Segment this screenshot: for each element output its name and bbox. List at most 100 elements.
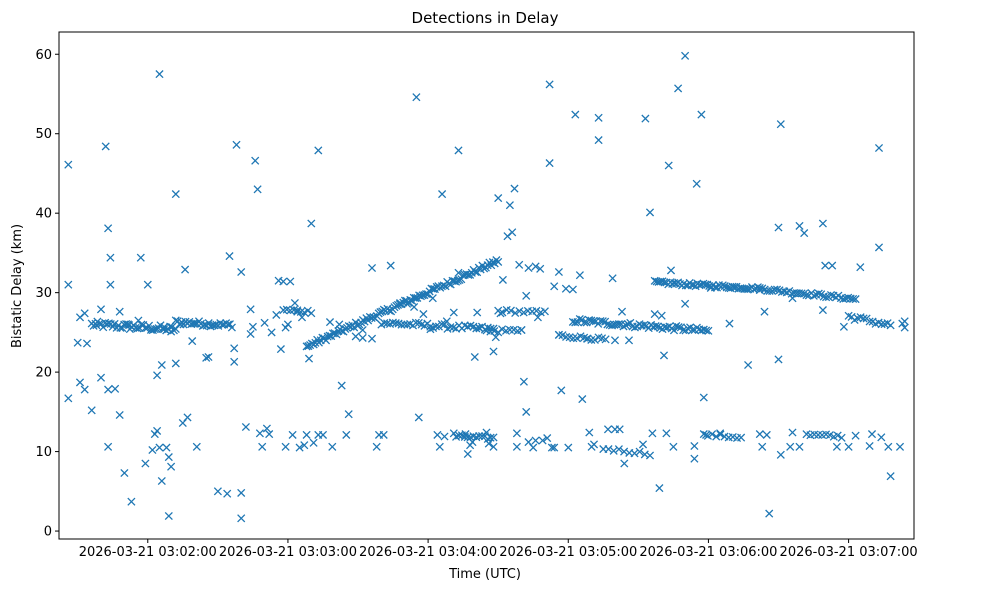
data-point bbox=[225, 252, 234, 261]
data-point bbox=[246, 329, 255, 339]
data-point bbox=[814, 289, 823, 298]
data-point bbox=[438, 190, 447, 199]
data-point bbox=[895, 442, 905, 451]
y-tick-label: 20 bbox=[35, 366, 52, 381]
data-point bbox=[884, 442, 893, 451]
data-point bbox=[80, 309, 89, 318]
data-point bbox=[774, 355, 783, 364]
data-point bbox=[213, 487, 222, 496]
data-point bbox=[865, 441, 874, 451]
y-tick-label: 30 bbox=[35, 286, 52, 301]
data-point bbox=[162, 443, 171, 452]
data-point bbox=[237, 267, 246, 277]
data-point bbox=[237, 488, 246, 497]
data-point bbox=[699, 430, 708, 439]
data-point bbox=[171, 324, 180, 334]
data-point bbox=[494, 257, 503, 266]
data-point bbox=[512, 429, 521, 438]
data-point bbox=[554, 267, 563, 277]
data-point bbox=[241, 422, 250, 432]
data-point bbox=[814, 430, 823, 439]
data-point bbox=[148, 445, 157, 455]
data-point bbox=[470, 352, 479, 362]
data-point bbox=[248, 322, 257, 331]
data-point bbox=[489, 347, 498, 356]
data-point bbox=[877, 433, 886, 442]
data-point bbox=[744, 360, 753, 370]
data-point bbox=[519, 308, 528, 317]
data-point bbox=[524, 263, 533, 273]
data-point bbox=[585, 428, 594, 437]
data-point bbox=[587, 335, 596, 344]
data-point bbox=[664, 161, 673, 170]
data-point bbox=[192, 442, 201, 451]
data-point bbox=[449, 308, 458, 317]
data-point bbox=[344, 410, 353, 419]
data-point bbox=[621, 321, 630, 330]
data-point bbox=[833, 431, 842, 440]
data-point bbox=[571, 110, 580, 119]
data-point bbox=[594, 113, 603, 122]
data-point bbox=[143, 280, 152, 289]
data-point bbox=[900, 323, 909, 332]
data-point bbox=[859, 314, 868, 323]
data-point bbox=[564, 443, 573, 452]
data-point bbox=[494, 194, 503, 203]
data-point bbox=[258, 442, 267, 451]
data-point bbox=[619, 322, 628, 331]
data-point bbox=[865, 317, 874, 326]
data-point bbox=[136, 253, 145, 262]
x-axis-ticks: 2026-03-21 03:02:00 2026-03-21 03:03:00 20… bbox=[79, 539, 918, 560]
data-point bbox=[604, 445, 613, 454]
data-point bbox=[755, 430, 764, 439]
data-point bbox=[183, 413, 192, 422]
data-point bbox=[303, 306, 312, 315]
data-point bbox=[603, 425, 613, 434]
data-point bbox=[449, 429, 458, 438]
data-point bbox=[550, 282, 559, 291]
data-point bbox=[279, 277, 288, 286]
data-point bbox=[589, 317, 598, 326]
data-point bbox=[638, 440, 648, 449]
data-point bbox=[167, 462, 176, 471]
data-point bbox=[795, 221, 804, 230]
x-tick-label: 2026-03-21 03:03:00 bbox=[219, 545, 357, 560]
data-point bbox=[674, 84, 683, 93]
data-point bbox=[662, 429, 671, 438]
data-point bbox=[610, 336, 620, 345]
data-point bbox=[171, 359, 180, 368]
data-point bbox=[80, 385, 89, 394]
data-point bbox=[351, 332, 360, 341]
data-point bbox=[844, 293, 853, 302]
data-point bbox=[379, 430, 388, 439]
data-point bbox=[153, 426, 162, 435]
data-point bbox=[435, 442, 444, 451]
data-point bbox=[517, 325, 526, 335]
data-point bbox=[543, 434, 552, 443]
data-point bbox=[702, 326, 711, 335]
data-point bbox=[594, 136, 603, 145]
data-point bbox=[614, 320, 623, 329]
data-point bbox=[522, 407, 531, 416]
data-point bbox=[508, 228, 517, 237]
data-point bbox=[598, 317, 607, 326]
y-tick-label: 50 bbox=[35, 127, 52, 142]
data-point bbox=[657, 311, 666, 320]
data-point bbox=[874, 143, 884, 153]
data-point bbox=[75, 378, 85, 387]
data-point bbox=[718, 281, 727, 290]
data-point bbox=[692, 179, 701, 188]
x-tick-label: 2026-03-21 03:05:00 bbox=[499, 545, 637, 560]
data-point bbox=[230, 357, 239, 366]
data-point bbox=[372, 442, 381, 451]
data-point bbox=[286, 277, 295, 286]
data-point bbox=[64, 394, 73, 403]
data-point bbox=[755, 283, 764, 293]
data-point bbox=[104, 385, 113, 394]
data-point bbox=[538, 436, 547, 445]
x-tick-label: 2026-03-21 03:07:00 bbox=[780, 545, 918, 560]
data-point bbox=[620, 459, 629, 468]
data-point bbox=[601, 335, 610, 344]
data-point bbox=[762, 430, 771, 439]
data-point bbox=[188, 337, 197, 346]
